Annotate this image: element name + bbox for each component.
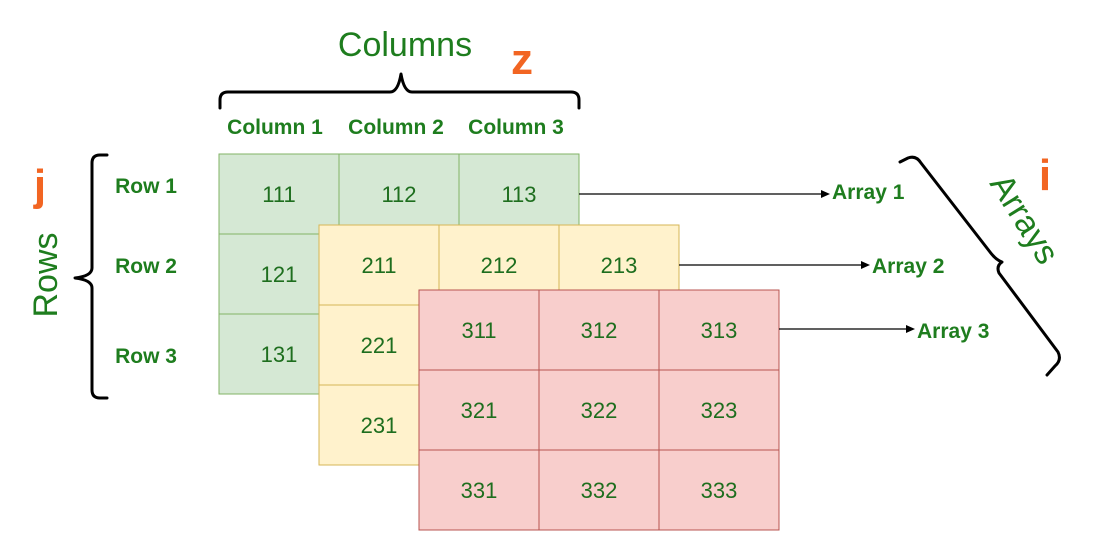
- rows-title: Rows: [27, 232, 65, 317]
- row-label-2: Row 2: [115, 255, 177, 278]
- row-label-1: Row 1: [115, 175, 177, 198]
- column-label-2: Column 2: [348, 116, 444, 139]
- array-1-cell-value-1-2: 112: [381, 182, 416, 207]
- array-3-cell-value-1-3: 313: [701, 318, 738, 343]
- array-3-cell-2-1: [418, 369, 540, 451]
- array-1-cell-value-3-1: 131: [261, 342, 298, 367]
- array-3-cell-1-3: [658, 289, 780, 371]
- array-grid-3: 311 312 313 321 322 323 331 332 333: [418, 289, 780, 531]
- array-2-cell-value-1-1: 211: [361, 253, 396, 278]
- array-1-cell-value-2-1: 121: [261, 262, 298, 287]
- array-3-cell-value-2-1: 321: [461, 398, 498, 423]
- array-3-cell-value-2-2: 322: [581, 398, 618, 423]
- array-2-cell-value-1-3: 213: [601, 253, 638, 278]
- array-3-arrowhead: [906, 325, 915, 333]
- array-1-cell-value-1-1: 111: [262, 182, 295, 207]
- array-3-cell-2-2: [538, 369, 660, 451]
- column-label-1: Column 1: [227, 116, 323, 139]
- column-label-3: Column 3: [468, 116, 564, 139]
- array-3-cell-value-3-2: 332: [581, 478, 618, 503]
- array-2-cell-value-3-1: 231: [361, 413, 398, 438]
- arrays-brace: [898, 155, 1061, 377]
- rows-index-letter: j: [33, 161, 46, 210]
- array-3-label: Array 3: [917, 320, 989, 343]
- array-arrows: [579, 190, 915, 333]
- array-1-cell-1-3: [458, 153, 580, 235]
- row-label-3: Row 3: [115, 345, 177, 368]
- array-3-cell-3-2: [538, 449, 660, 531]
- array-3-cell-3-3: [658, 449, 780, 531]
- array-grids: 1111121131211221231311321332112122132212…: [218, 153, 780, 531]
- array-3-cell-1-1: [418, 289, 540, 371]
- array-2-cell-value-1-2: 212: [481, 253, 518, 278]
- array-3-cell-value-2-3: 323: [701, 398, 738, 423]
- array-2-cell-value-2-1: 221: [361, 333, 398, 358]
- array-2-arrowhead: [861, 261, 870, 269]
- array-3-cell-value-3-1: 331: [461, 478, 498, 503]
- rows-brace: [73, 153, 109, 400]
- array-1-arrowhead: [821, 190, 830, 198]
- array-3-cell-value-1-2: 312: [581, 318, 618, 343]
- array-1-cell-value-1-3: 113: [501, 182, 536, 207]
- array-3-cell-3-1: [418, 449, 540, 531]
- array-3-cell-2-3: [658, 369, 780, 451]
- columns-index-letter: z: [511, 35, 533, 84]
- array-3-cell-value-3-3: 333: [701, 478, 738, 503]
- arrays-index-letter: i: [1039, 151, 1051, 200]
- columns-title: Columns: [338, 26, 472, 64]
- array-2-label: Array 2: [872, 255, 944, 278]
- array-3-cell-value-1-1: 311: [461, 318, 496, 343]
- array-1-label: Array 1: [832, 181, 905, 204]
- columns-brace: [218, 72, 581, 110]
